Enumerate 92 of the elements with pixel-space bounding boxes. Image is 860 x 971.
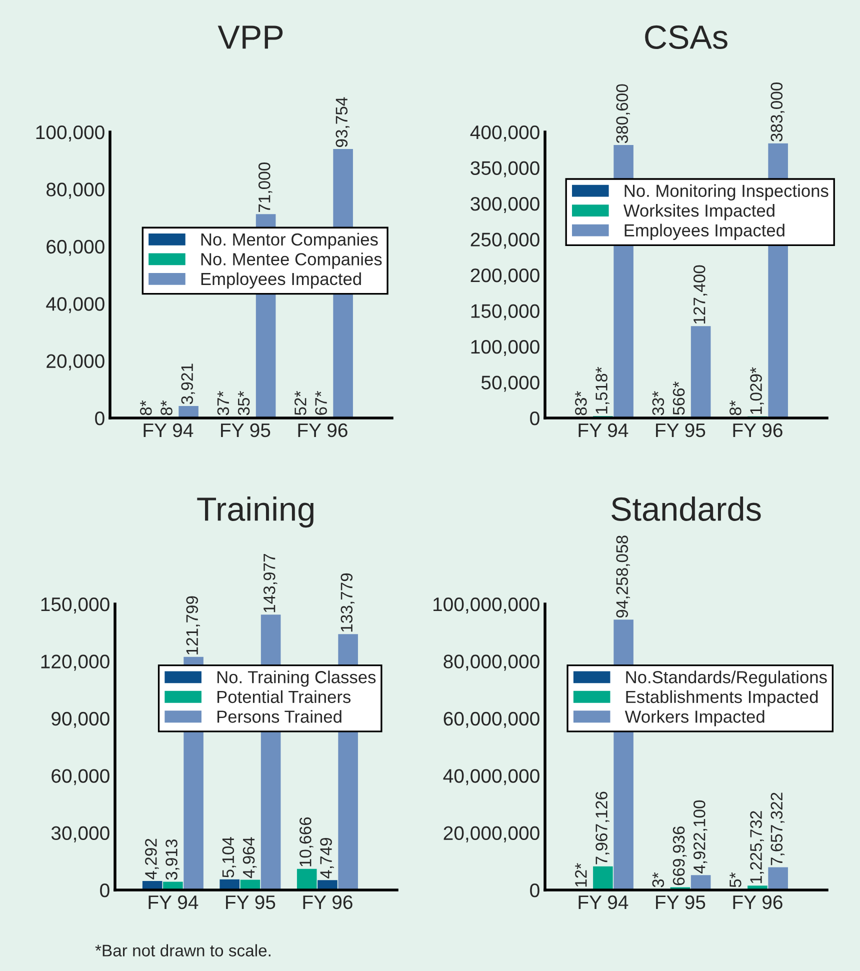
chart-title: CSAs xyxy=(645,25,728,49)
y-tick-label: 40,000,000 xyxy=(443,769,540,786)
data-label: 4,749 xyxy=(320,838,334,878)
data-label: 52* xyxy=(294,391,306,416)
chart-title: Standards xyxy=(612,496,761,521)
data-label: 127,400 xyxy=(693,265,708,324)
data-label: 67* xyxy=(315,390,327,415)
y-tick-label: 20,000 xyxy=(46,354,104,370)
data-label: 143,977 xyxy=(263,554,278,612)
data-label: 7,657,322 xyxy=(770,792,785,866)
y-tick-label: 60,000 xyxy=(46,240,104,256)
y-tick-label: 200,000 xyxy=(470,268,540,285)
data-label: 1,518* xyxy=(596,366,610,414)
data-label: 121,799 xyxy=(186,596,200,654)
y-tick-label: 300,000 xyxy=(470,196,540,214)
legend-label: No.Standards/Regulations xyxy=(626,670,827,687)
data-label: 10,666 xyxy=(300,817,314,866)
y-tick-label: 0 xyxy=(95,411,104,426)
y-tick-label: 100,000 xyxy=(36,125,104,142)
legend-label: Worksites Impacted xyxy=(623,204,774,220)
y-tick-label: 60,000 xyxy=(52,769,110,786)
data-label: 669,936 xyxy=(672,826,687,886)
data-label: 4,292 xyxy=(145,838,159,880)
y-tick-label: 20,000,000 xyxy=(444,826,540,842)
legend-label: Establishments Impacted xyxy=(626,690,818,707)
legend-label: Employees Impacted xyxy=(201,272,361,289)
y-tick-label: 0 xyxy=(530,883,540,898)
data-label: 3,913 xyxy=(166,839,180,880)
y-tick-label: 0 xyxy=(530,411,540,426)
x-tick-label: FY 95 xyxy=(226,895,276,910)
data-label: 33* xyxy=(652,391,664,416)
data-label: 71,000 xyxy=(258,162,272,212)
x-tick-label: FY 96 xyxy=(733,895,782,910)
data-label: 8* xyxy=(160,400,172,416)
data-label: 37* xyxy=(217,391,230,416)
x-tick-label: FY 95 xyxy=(656,895,706,910)
y-tick-label: 120,000 xyxy=(41,654,110,671)
y-tick-label: 400,000 xyxy=(470,125,540,142)
data-label: 4,922,100 xyxy=(693,800,708,874)
y-tick-label: 350,000 xyxy=(470,161,540,178)
y-tick-label: 60,000,000 xyxy=(444,712,540,728)
x-tick-label: FY 94 xyxy=(578,895,628,910)
legend-label: No. Mentee Companies xyxy=(201,252,382,269)
legend-label: Persons Trained xyxy=(217,710,342,723)
x-tick-label: FY 96 xyxy=(733,423,782,438)
y-tick-label: 150,000 xyxy=(471,304,540,320)
legend-label: No. Monitoring Inspections xyxy=(624,184,828,200)
data-label: 35* xyxy=(238,391,250,416)
data-label: 7,967,126 xyxy=(596,792,610,864)
data-label: 380,600 xyxy=(616,84,630,144)
data-label: 383,000 xyxy=(770,82,785,142)
legend-label: Potential Trainers xyxy=(217,690,351,704)
chart-title: Training xyxy=(197,496,314,528)
x-tick-label: FY 95 xyxy=(656,423,706,438)
data-label: 8* xyxy=(140,400,152,416)
data-label: 5* xyxy=(730,872,742,888)
data-label: 1,029* xyxy=(750,367,764,414)
y-tick-label: 0 xyxy=(100,883,110,898)
x-tick-label: FY 96 xyxy=(303,895,352,910)
data-label: 83* xyxy=(575,391,587,416)
y-tick-label: 250,000 xyxy=(470,232,540,249)
legend-label: Workers Impacted xyxy=(624,710,764,726)
legend-label: Employees Impacted xyxy=(624,224,784,240)
data-label: 3* xyxy=(652,872,664,888)
chart-title: VPP xyxy=(218,26,283,49)
x-tick-label: FY 94 xyxy=(144,423,194,438)
legend-label: No. Training Classes xyxy=(217,670,376,687)
y-tick-label: 80,000,000 xyxy=(444,654,540,671)
y-tick-label: 40,000 xyxy=(46,297,104,314)
data-label: 1,225,732 xyxy=(750,811,764,884)
x-tick-label: FY 94 xyxy=(578,423,628,438)
data-label: 4,964 xyxy=(242,837,257,878)
data-label: 5,104 xyxy=(222,836,236,878)
y-tick-label: 90,000 xyxy=(52,712,110,728)
x-tick-label: FY 95 xyxy=(221,423,270,438)
data-label: 3,921 xyxy=(181,364,195,404)
y-tick-label: 150,000 xyxy=(41,597,110,614)
x-tick-label: FY 94 xyxy=(148,895,198,910)
y-tick-label: 100,000,000 xyxy=(434,597,540,614)
data-label: 93,754 xyxy=(336,97,350,147)
text: *Bar not drawn to scale. xyxy=(95,944,270,956)
y-tick-label: 30,000 xyxy=(51,826,110,842)
data-label: 133,779 xyxy=(340,573,355,632)
data-label: 94,258,058 xyxy=(616,536,630,618)
data-label: 566* xyxy=(672,381,685,415)
y-tick-label: 50,000 xyxy=(481,376,540,392)
legend-label: No. Mentor Companies xyxy=(201,232,378,250)
x-tick-label: FY 96 xyxy=(298,423,348,438)
data-label: 12* xyxy=(575,863,587,887)
y-tick-label: 80,000 xyxy=(46,182,104,199)
y-tick-label: 100,000 xyxy=(471,340,540,356)
data-label: 8* xyxy=(730,400,742,416)
